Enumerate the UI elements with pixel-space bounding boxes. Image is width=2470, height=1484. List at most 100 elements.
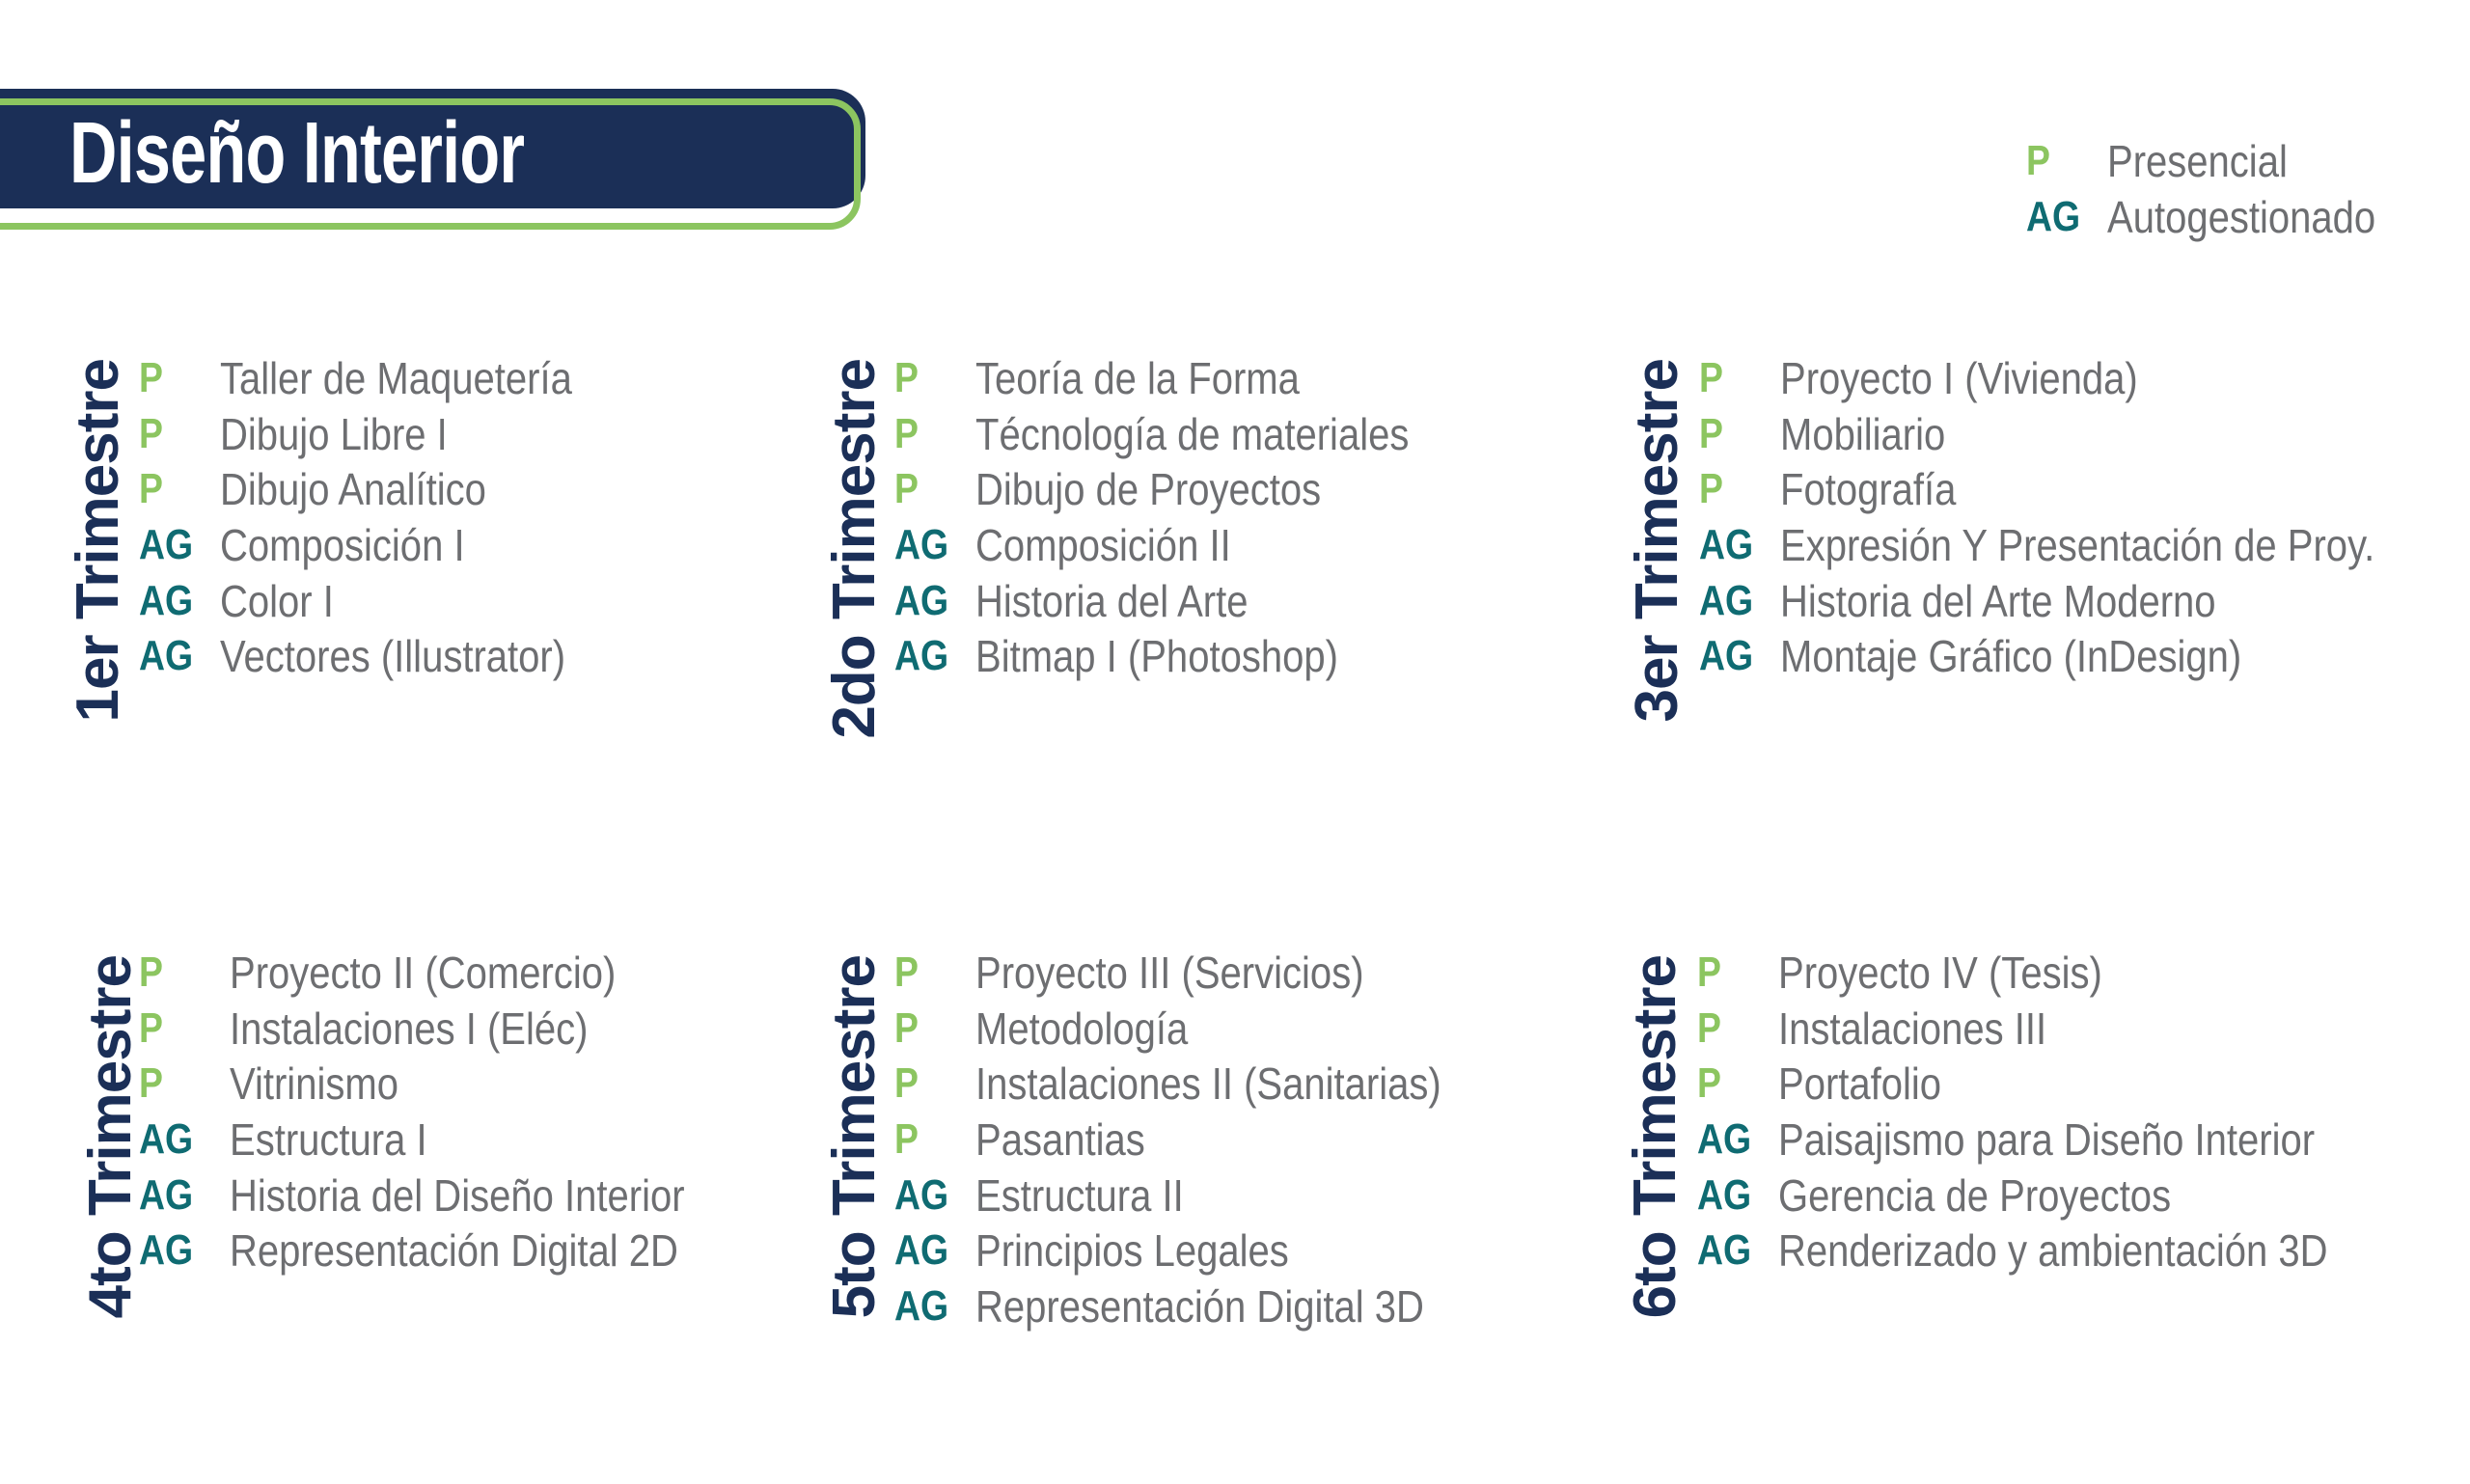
course-list: P Proyecto II (Comercio) P Instalaciones I … <box>139 945 685 1278</box>
course-name: Dibujo Libre I <box>220 408 448 459</box>
modality-badge: AG <box>894 1281 949 1330</box>
course-item: AG Bitmap I (Photoshop) <box>894 628 1338 684</box>
modality-badge: AG <box>139 576 194 624</box>
course-name: Vectores (Illustrator) <box>220 631 566 682</box>
course-item: AG Expresión Y Presentación de Proy. <box>1699 517 2374 573</box>
course-item: AG Gerencia de Proyectos <box>1697 1168 2171 1223</box>
modality-badge: AG <box>894 632 949 680</box>
course-item: P Instalaciones I (Eléc) <box>139 1001 588 1057</box>
course-item: AG Composición I <box>139 517 465 573</box>
header-green-outline <box>0 98 861 230</box>
course-item: P Portafolio <box>1697 1056 1941 1112</box>
course-name: Estructura II <box>975 1169 1184 1221</box>
course-item: P Vitrinismo <box>139 1056 398 1112</box>
course-item: AG Paisajismo para Diseño Interior <box>1697 1112 2315 1168</box>
course-item: P Teoría de la Forma <box>894 350 1300 406</box>
course-name: Historia del Arte <box>975 575 1249 626</box>
course-item: P Mobiliario <box>1699 406 1945 462</box>
course-name: Mobiliario <box>1780 408 1946 459</box>
course-name: Historia del Diseño Interior <box>230 1169 685 1221</box>
modality-badge: AG <box>894 1170 949 1219</box>
course-item: P Dibujo de Proyectos <box>894 461 1321 517</box>
course-name: Metodología <box>975 1003 1189 1054</box>
course-list: P Proyecto IV (Tesis) P Instalaciones III P P… <box>1697 945 2328 1278</box>
course-item: P Proyecto I (Vivienda) <box>1699 350 2138 406</box>
course-name: Historia del Arte Moderno <box>1780 575 2216 626</box>
modality-badge: P <box>1699 409 1723 457</box>
modality-badge: P <box>894 1003 919 1052</box>
modality-badge: P <box>1697 1059 1721 1108</box>
course-name: Color I <box>220 575 334 626</box>
course-name: Dibujo de Proyectos <box>975 464 1322 515</box>
course-name: Renderizado y ambientación 3D <box>1778 1225 2328 1277</box>
modality-badge: P <box>139 409 163 457</box>
course-item: P Proyecto III (Servicios) <box>894 945 1364 1001</box>
modality-badge: P <box>1699 465 1723 513</box>
modality-badge: P <box>894 465 919 513</box>
header-gap <box>0 208 849 216</box>
modality-badge: AG <box>1697 1114 1752 1163</box>
modality-badge: AG <box>139 632 194 680</box>
course-name: Proyecto II (Comercio) <box>230 947 617 998</box>
course-item: AG Renderizado y ambientación 3D <box>1697 1223 2328 1278</box>
modality-badge: P <box>894 1114 919 1163</box>
modality-badge: P <box>894 353 919 401</box>
course-item: AG Historia del Arte Moderno <box>1699 573 2216 629</box>
modality-badge: P <box>894 1059 919 1108</box>
course-name: Vitrinismo <box>230 1058 398 1110</box>
course-item: AG Montaje Gráfico (InDesign) <box>1699 628 2241 684</box>
modality-badge: AG <box>1699 576 1754 624</box>
course-item: P Metodología <box>894 1001 1188 1057</box>
header-navy-bar <box>0 89 865 208</box>
modality-badge: P <box>139 1059 163 1108</box>
course-name: Montaje Gráfico (InDesign) <box>1780 631 2242 682</box>
course-item: AG Representación Digital 3D <box>894 1278 1424 1334</box>
modality-badge: P <box>139 465 163 513</box>
course-name: Composición I <box>220 519 465 570</box>
modality-badge: P <box>894 409 919 457</box>
course-item: P Técnología de materiales <box>894 406 1409 462</box>
course-name: Teoría de la Forma <box>975 352 1300 403</box>
course-item: AG Representación Digital 2D <box>139 1223 678 1278</box>
course-list: P Taller de Maquetería P Dibujo Libre I P Dib… <box>139 350 572 684</box>
course-item: AG Estructura II <box>894 1168 1184 1223</box>
course-name: Composición II <box>975 519 1231 570</box>
modality-badge: P <box>139 948 163 996</box>
course-item: AG Estructura I <box>139 1112 427 1168</box>
legend-code: P <box>2026 137 2050 184</box>
course-item: P Taller de Maquetería <box>139 350 572 406</box>
course-item: P Dibujo Libre I <box>139 406 448 462</box>
course-name: Representación Digital 3D <box>975 1280 1424 1332</box>
course-name: Representación Digital 2D <box>230 1225 678 1277</box>
course-item: P Proyecto IV (Tesis) <box>1697 945 2102 1001</box>
modality-badge: P <box>1699 353 1723 401</box>
course-name: Proyecto III (Servicios) <box>975 947 1364 998</box>
modality-badge: AG <box>139 1170 194 1219</box>
modality-badge: AG <box>139 1226 194 1275</box>
modality-badge: AG <box>139 520 194 568</box>
modality-badge: AG <box>1699 632 1754 680</box>
term-label: 2do Trimestre <box>821 359 888 739</box>
course-item: P Instalaciones III <box>1697 1001 2046 1057</box>
course-name: Instalaciones II (Sanitarias) <box>975 1058 1441 1110</box>
course-item: AG Color I <box>139 573 334 629</box>
course-item: P Instalaciones II (Sanitarias) <box>894 1056 1441 1112</box>
course-name: Técnología de materiales <box>975 408 1410 459</box>
modality-badge: P <box>1697 948 1721 996</box>
legend-code: AG <box>2026 193 2081 240</box>
modality-badge: P <box>1697 1003 1721 1052</box>
legend-label: Autogestionado <box>2107 192 2376 242</box>
page-title: Diseño Interior <box>69 105 525 202</box>
course-name: Bitmap I (Photoshop) <box>975 631 1338 682</box>
modality-badge: P <box>139 353 163 401</box>
legend-item-autogestionado: AG Autogestionado <box>2026 189 2416 245</box>
legend: P Presencial AG Autogestionado <box>2026 133 2416 245</box>
course-item: AG Principios Legales <box>894 1223 1289 1278</box>
course-name: Dibujo Analítico <box>220 464 486 515</box>
course-list: P Teoría de la Forma P Técnología de materi… <box>894 350 1409 684</box>
course-item: AG Historia del Diseño Interior <box>139 1168 685 1223</box>
course-list: P Proyecto III (Servicios) P Metodología P In… <box>894 945 1441 1334</box>
course-item: AG Composición II <box>894 517 1231 573</box>
modality-badge: AG <box>894 576 949 624</box>
course-name: Taller de Maquetería <box>220 352 572 403</box>
